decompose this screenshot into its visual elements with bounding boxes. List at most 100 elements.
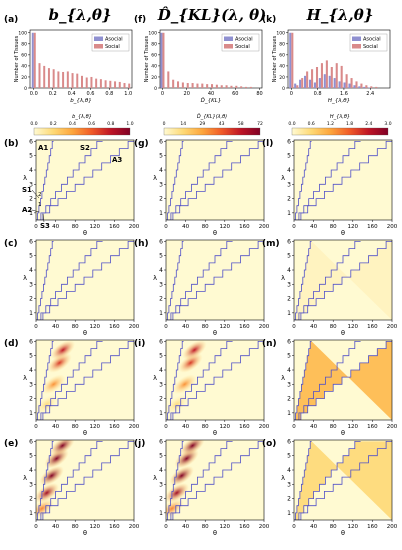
x-tick-label: 120 — [348, 424, 359, 430]
bar-asocial — [294, 83, 297, 88]
colorbar-tick-label: 0.6 — [308, 121, 315, 127]
bar-social — [66, 71, 69, 88]
y-tick-label: 4 — [287, 167, 291, 174]
x-axis-label: θ — [83, 229, 87, 237]
bar-social — [215, 84, 218, 88]
region-boundary — [294, 341, 392, 420]
y-tick-label: 6 — [159, 138, 163, 145]
x-axis-label: b_{λ,θ} — [70, 98, 92, 104]
heatmap-layer — [294, 141, 392, 220]
region-boundary — [166, 441, 233, 520]
y-axis-label: λ — [23, 274, 27, 282]
region-label: S2 — [80, 144, 90, 152]
y-tick-label: 5 — [29, 353, 33, 360]
x-tick-label: 80 — [330, 224, 337, 230]
bar-asocial — [160, 32, 163, 88]
y-tick-label: 3 — [287, 481, 291, 488]
heatmap-layer — [36, 340, 134, 420]
x-tick-label: 80 — [72, 224, 79, 230]
y-tick-label: 2 — [287, 396, 291, 403]
region-boundary — [36, 241, 134, 320]
y-tick-label: 100 — [276, 31, 285, 37]
region-boundary — [294, 241, 361, 320]
legend-swatch-asocial — [94, 36, 103, 41]
x-tick-label: 120 — [90, 224, 101, 230]
y-tick-label: 5 — [29, 253, 33, 260]
y-tick-label: 4 — [29, 167, 33, 174]
y-axis-label: Number of Tissues — [14, 35, 20, 82]
region-boundary — [36, 341, 103, 420]
panel-label: (d) — [4, 339, 19, 349]
bar-asocial — [313, 82, 316, 88]
y-tick-label: 5 — [159, 153, 163, 160]
y-axis-label: λ — [281, 474, 285, 482]
colorbar — [33, 127, 131, 136]
heatmap-frame — [35, 439, 135, 521]
x-tick-label: 160 — [109, 524, 120, 530]
panel-label: (k) — [262, 15, 276, 25]
region-boundary — [294, 441, 392, 520]
bar-asocial — [318, 78, 321, 88]
x-tick-label: 1.6 — [340, 91, 348, 97]
x-tick-label: 160 — [367, 424, 378, 430]
bar-social — [95, 78, 98, 88]
y-tick-label: 0 — [282, 86, 285, 92]
bar-social — [167, 71, 170, 88]
y-tick-label: 1 — [287, 510, 291, 517]
bar-social — [365, 85, 368, 88]
heatmap-background — [294, 140, 392, 220]
x-tick-label: 200 — [129, 424, 140, 430]
x-axis-label: θ — [83, 529, 87, 537]
y-tick-label: 1 — [159, 410, 163, 417]
x-tick-label: 20 — [184, 91, 190, 97]
x-tick-label: 0.2 — [49, 91, 57, 97]
bar-asocial — [323, 74, 326, 88]
y-tick-label: 5 — [287, 253, 291, 260]
y-tick-label: 60 — [151, 53, 157, 59]
y-tick-label: 6 — [287, 438, 291, 445]
y-tick-label: 80 — [151, 42, 157, 48]
y-axis-label: λ — [153, 274, 157, 282]
colorbar-label: H_{λ,θ} — [330, 114, 350, 120]
bar-social — [245, 86, 248, 88]
y-tick-label: 5 — [159, 253, 163, 260]
y-tick-label: 40 — [279, 64, 285, 70]
bar-asocial — [31, 32, 34, 88]
colorbar-tick-label: 0.0 — [288, 121, 295, 127]
y-axis-label: λ — [153, 474, 157, 482]
y-tick-label: 1 — [29, 410, 33, 417]
x-tick-label: 80 — [202, 324, 209, 330]
region-boundary — [294, 141, 361, 220]
x-tick-label: 200 — [259, 224, 270, 230]
heatmap-frame — [293, 339, 393, 421]
bar-asocial — [353, 85, 356, 88]
bar-asocial — [358, 86, 361, 88]
x-tick-label: 160 — [109, 424, 120, 430]
panel-label: (a) — [4, 15, 18, 25]
panel-label: (n) — [262, 339, 277, 349]
colorbar-tick-label: 3.0 — [384, 121, 391, 127]
region-boundary — [166, 341, 233, 420]
x-axis-label: H_{λ,θ} — [328, 98, 350, 104]
colorbar-tick-label: 0.4 — [69, 121, 76, 127]
bar-social — [350, 78, 353, 88]
heatmap-blob — [172, 374, 197, 395]
bar-asocial — [289, 32, 292, 88]
x-tick-label: 40 — [52, 224, 59, 230]
x-tick-label: 120 — [220, 224, 231, 230]
heatmap-blob — [36, 394, 59, 415]
region-boundary — [166, 441, 264, 520]
legend-swatch-social — [224, 44, 233, 49]
x-tick-label: 80 — [256, 91, 262, 97]
region-boundary — [36, 441, 103, 520]
bar-asocial — [304, 75, 307, 88]
x-tick-label: 0.6 — [86, 91, 94, 97]
heatmap-blob — [166, 482, 189, 503]
x-tick-label: 120 — [90, 524, 101, 530]
region-boundary — [36, 341, 134, 420]
y-tick-label: 4 — [287, 367, 291, 374]
panel-label: (j) — [134, 439, 145, 449]
y-tick-label: 3 — [29, 381, 33, 388]
y-tick-label: 60 — [21, 53, 27, 59]
bar-social — [211, 84, 214, 88]
